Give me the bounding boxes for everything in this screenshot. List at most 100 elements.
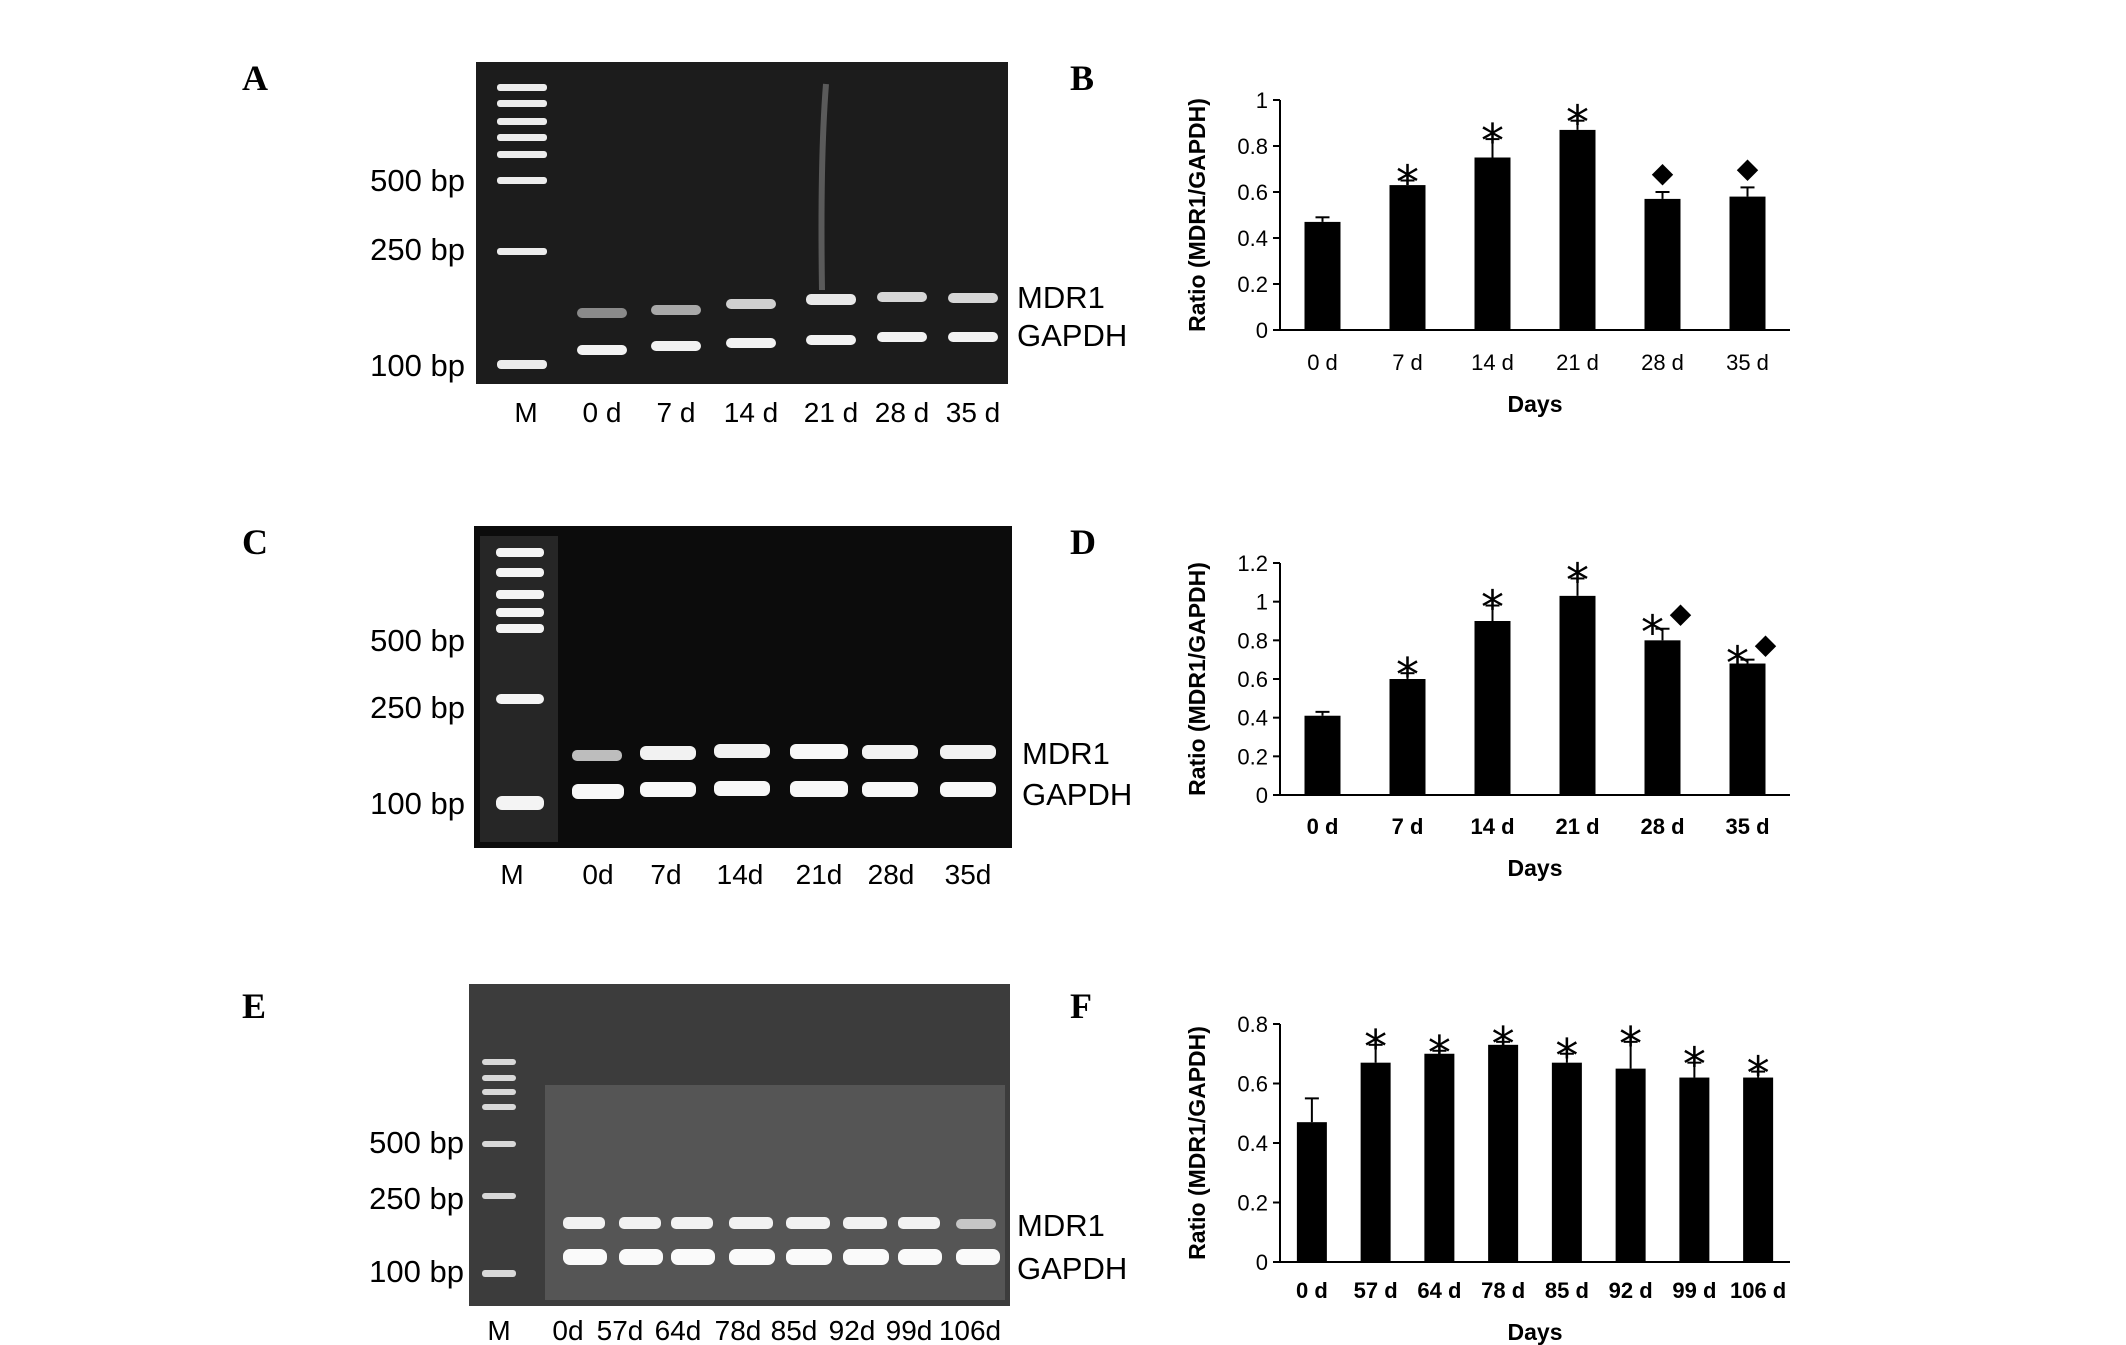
significance-star: *	[1619, 1017, 1642, 1071]
band-label-gapdh: GAPDH	[1017, 1251, 1127, 1286]
x-tick-label: 64 d	[1417, 1278, 1461, 1303]
x-tick-label: 92 d	[1609, 1278, 1653, 1303]
panel-letter-e: E	[242, 986, 266, 1026]
lane-label: M	[514, 397, 537, 428]
y-axis-title: Ratio (MDR1/GAPDH)	[1184, 1026, 1210, 1260]
lane-label: 0d	[552, 1315, 583, 1345]
significance-star: *	[1747, 1047, 1770, 1101]
bar	[1679, 1077, 1710, 1262]
mdr1-bands-c	[572, 744, 996, 761]
x-tick-label: 14 d	[1471, 350, 1514, 375]
y-tick-label: 0	[1256, 783, 1268, 808]
x-tick-label: 99 d	[1672, 1278, 1716, 1303]
significance-diamond: ◆	[1755, 628, 1777, 661]
bar	[1488, 1044, 1519, 1262]
gapdh-bands-a	[577, 332, 998, 355]
significance-star: *	[1396, 156, 1419, 210]
band-label-mdr1: MDR1	[1017, 1208, 1105, 1243]
y-tick-label: 0.4	[1237, 706, 1268, 731]
marker-label-250bp: 250 bp	[370, 690, 465, 725]
bar	[1559, 595, 1596, 795]
y-tick-label: 1	[1256, 590, 1268, 615]
lane-label: 99d	[886, 1315, 933, 1345]
mdr1-bands-e	[563, 1217, 996, 1229]
x-tick-label: 0 d	[1307, 814, 1339, 839]
panel-letter-d: D	[1070, 522, 1096, 562]
bar	[1424, 1053, 1455, 1262]
x-tick-label: 106 d	[1730, 1278, 1786, 1303]
y-tick-label: 0.4	[1237, 226, 1268, 251]
bar	[1389, 185, 1426, 330]
y-tick-label: 0	[1256, 1250, 1268, 1275]
bar	[1474, 621, 1511, 795]
bar	[1389, 679, 1426, 795]
chart-panel-d: 0 0.2 0.4 0.6 0.8 1 1.2 Ratio (MDR1/GAPDH) 0 d 7 …	[1184, 551, 1790, 881]
bar	[1296, 1122, 1327, 1262]
panel-a-gel: A	[242, 58, 1127, 428]
lane-label: 7d	[650, 859, 681, 890]
lane-label: 78d	[715, 1315, 762, 1345]
lane-label: 64d	[655, 1315, 702, 1345]
bar	[1644, 640, 1681, 795]
panel-letter-b: B	[1070, 58, 1094, 98]
panel-e-gel: E	[242, 984, 1127, 1345]
bar	[1304, 221, 1341, 330]
gapdh-bands-c	[572, 781, 996, 799]
ladder-lane-c	[496, 548, 544, 810]
x-tick-label: 7 d	[1392, 350, 1423, 375]
y-tick-label: 0.8	[1237, 628, 1268, 653]
y-tick-label: 0.6	[1237, 667, 1268, 692]
gel-image-a	[476, 62, 1008, 384]
x-tick-label: 14 d	[1470, 814, 1514, 839]
bar	[1304, 715, 1341, 795]
panel-letter-c: C	[242, 522, 268, 562]
lane-label: 21d	[796, 859, 843, 890]
x-tick-label: 28 d	[1640, 814, 1684, 839]
bar	[1360, 1062, 1391, 1262]
marker-label-500bp: 500 bp	[369, 1125, 464, 1160]
band-label-mdr1: MDR1	[1017, 280, 1105, 315]
lane-label: 21 d	[804, 397, 859, 428]
y-axis-title: Ratio (MDR1/GAPDH)	[1184, 98, 1210, 332]
y-tick-label: 0.6	[1237, 1072, 1268, 1097]
lane-label: 92d	[829, 1315, 876, 1345]
lane-label: 0 d	[583, 397, 622, 428]
x-tick-label: 0 d	[1296, 1278, 1328, 1303]
x-tick-label: 35 d	[1726, 350, 1769, 375]
bar	[1729, 196, 1766, 330]
gel-streak	[818, 83, 829, 291]
lane-label: 14d	[717, 859, 764, 890]
bar	[1615, 1068, 1646, 1262]
significance-star: *	[1641, 606, 1664, 660]
significance-star: *	[1555, 1029, 1578, 1083]
lane-label: 35d	[945, 859, 992, 890]
y-tick-label: 0.2	[1237, 272, 1268, 297]
significance-star: *	[1396, 648, 1419, 702]
significance-diamond: ◆	[1670, 597, 1692, 630]
lane-label: 85d	[771, 1315, 818, 1345]
band-label-gapdh: GAPDH	[1017, 318, 1127, 353]
chart-panel-f: 0 0.2 0.4 0.6 0.8 Ratio (MDR1/GAPDH) 0 d 57 d * 6…	[1184, 1012, 1790, 1345]
bar	[1743, 1077, 1774, 1262]
marker-label-250bp: 250 bp	[369, 1181, 464, 1216]
bar	[1559, 129, 1596, 330]
x-tick-label: 0 d	[1307, 350, 1338, 375]
lane-label: M	[487, 1315, 510, 1345]
chart-panel-b: 0 0.2 0.4 0.6 0.8 1 Ratio (MDR1/GAPDH) 0 d 7 d * 1…	[1184, 88, 1790, 417]
significance-diamond: ◆	[1652, 156, 1674, 189]
x-tick-label: 21 d	[1555, 814, 1599, 839]
y-tick-label: 0.6	[1237, 180, 1268, 205]
ladder-lane-a	[497, 84, 547, 369]
significance-star: *	[1726, 637, 1749, 691]
marker-label-250bp: 250 bp	[370, 232, 465, 267]
x-axis-title: Days	[1508, 855, 1563, 881]
significance-star: *	[1492, 1017, 1515, 1071]
ladder-smear-c	[480, 536, 558, 842]
marker-label-500bp: 500 bp	[370, 163, 465, 198]
y-tick-label: 0.8	[1237, 134, 1268, 159]
y-tick-label: 1.2	[1237, 551, 1268, 576]
significance-star: *	[1428, 1026, 1451, 1080]
x-tick-label: 85 d	[1545, 1278, 1589, 1303]
significance-star: *	[1481, 581, 1504, 635]
